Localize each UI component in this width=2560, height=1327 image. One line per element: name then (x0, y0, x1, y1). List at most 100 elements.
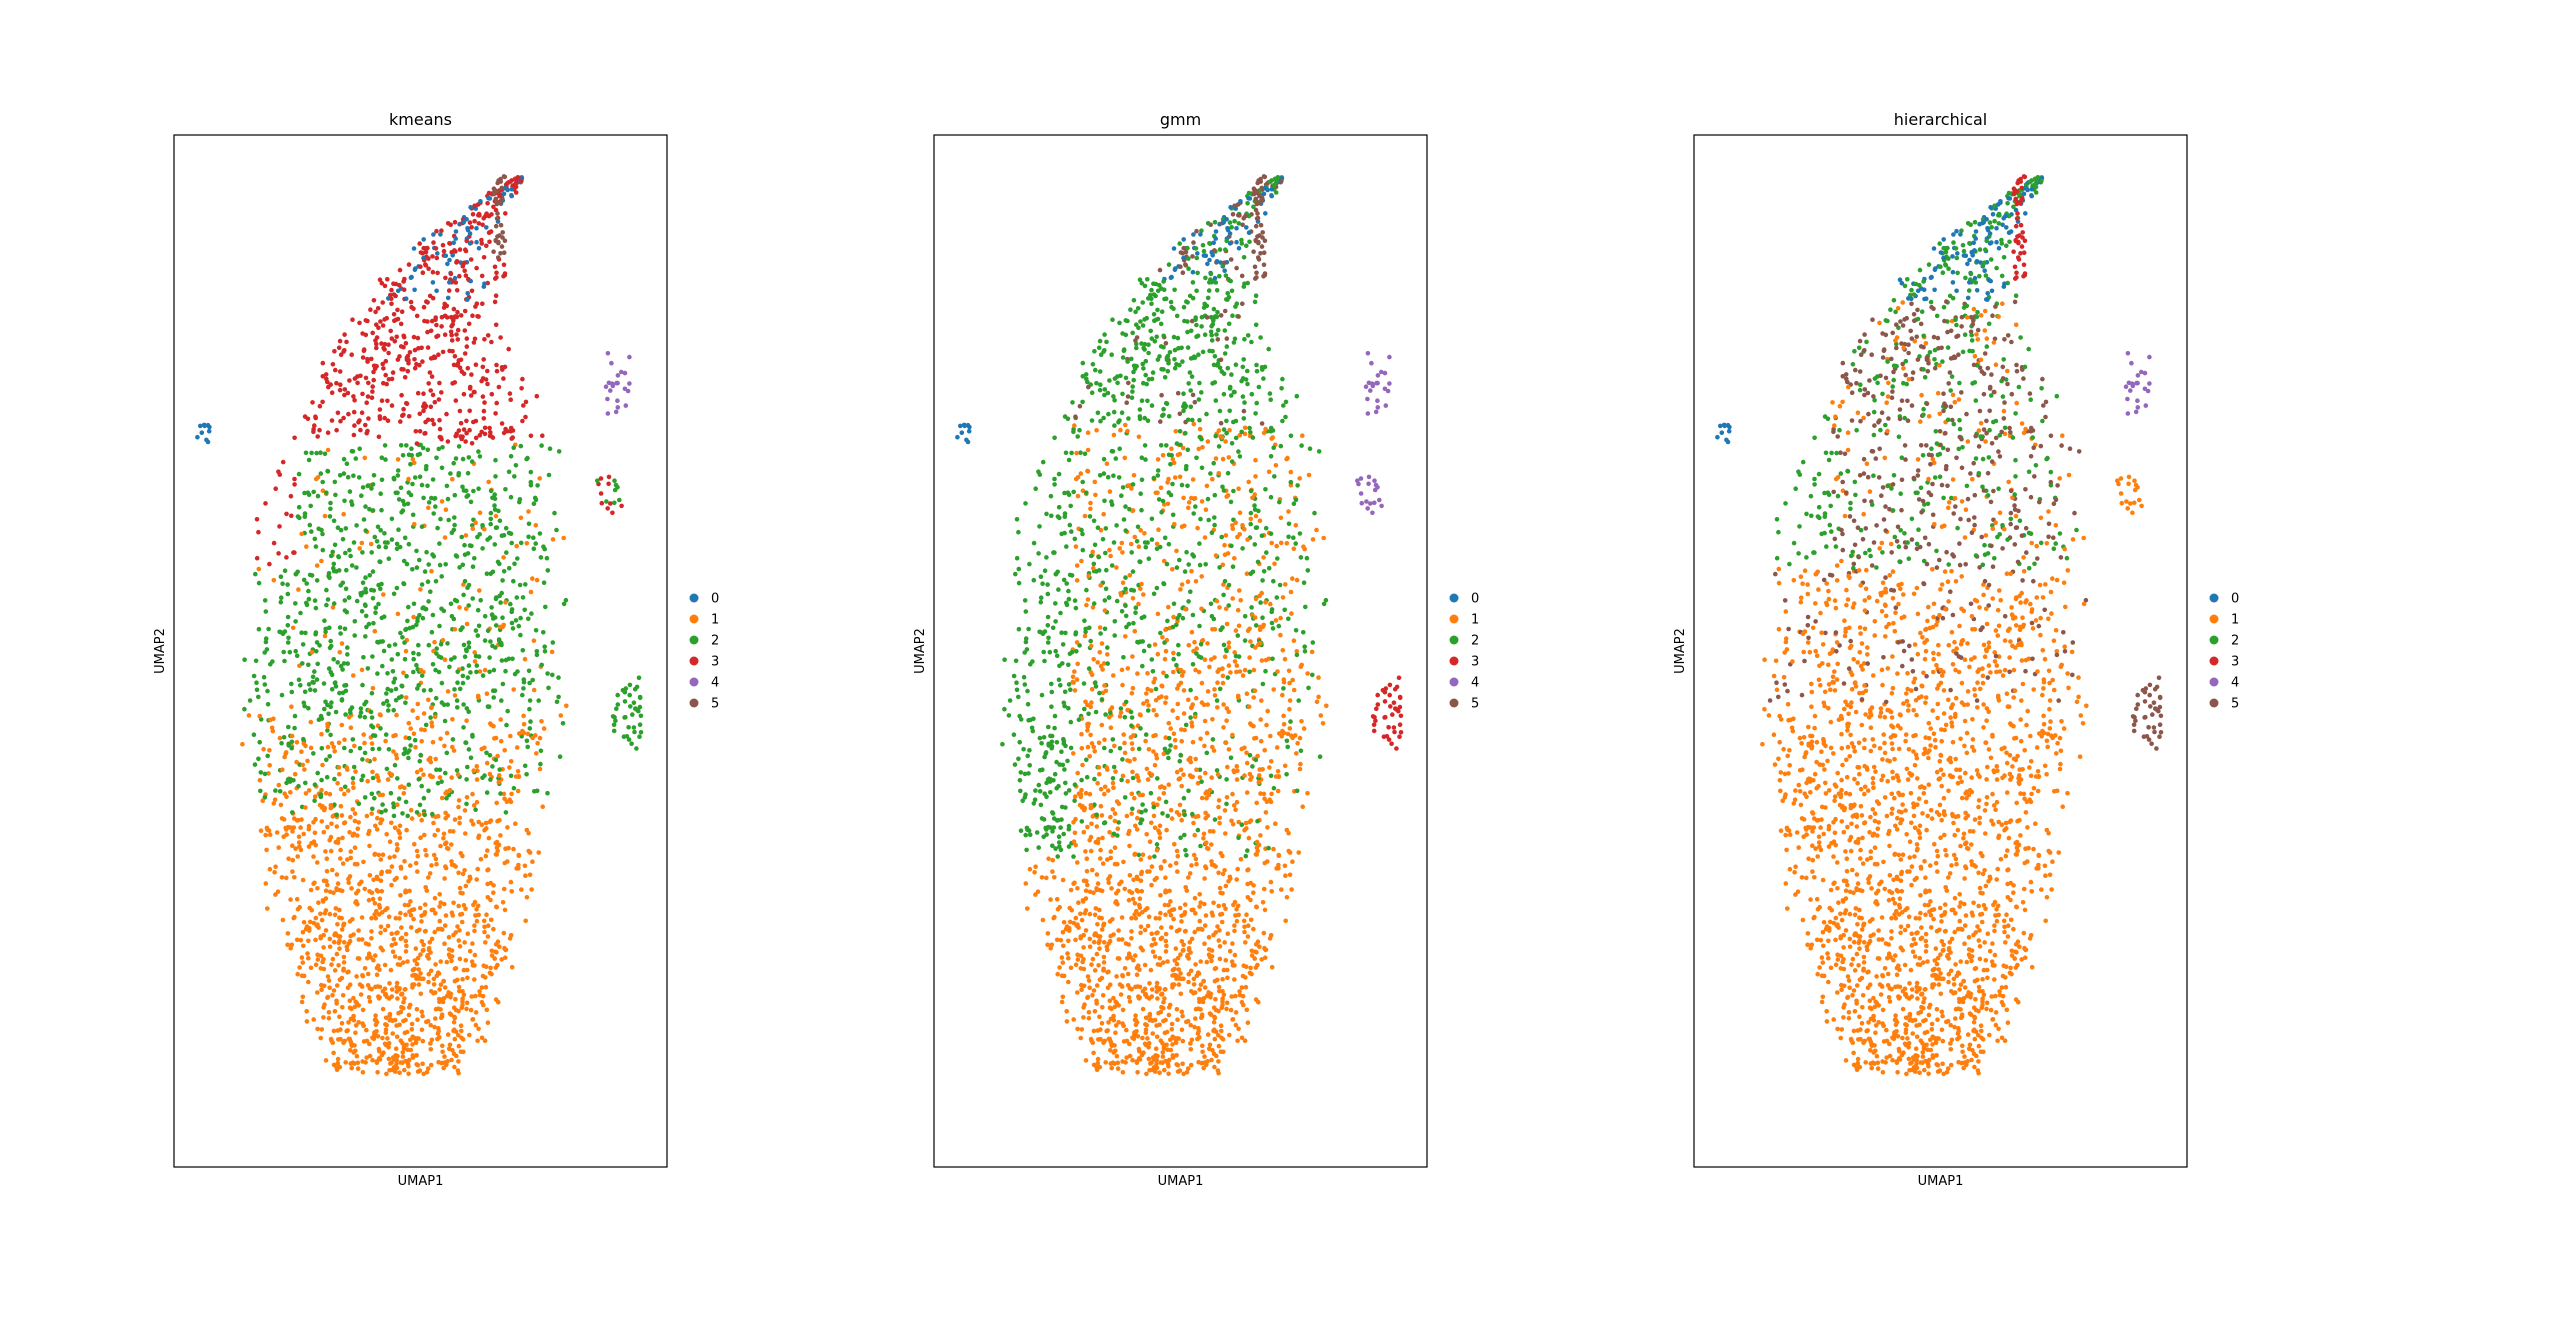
data-point (397, 835, 403, 841)
data-point (1088, 638, 1093, 644)
data-point (338, 382, 343, 388)
data-point (457, 815, 463, 821)
data-point (603, 384, 609, 390)
data-point (1236, 695, 1241, 700)
data-point (449, 842, 454, 847)
data-point (1226, 321, 1232, 327)
data-point (383, 732, 389, 737)
data-point (421, 255, 426, 261)
data-point (260, 798, 266, 804)
data-point (351, 432, 357, 438)
data-point (510, 656, 515, 662)
data-point (1216, 984, 1222, 990)
data-point (1129, 936, 1134, 941)
data-point (305, 490, 311, 496)
data-point (1125, 956, 1130, 961)
data-point (441, 996, 447, 1001)
data-point (519, 178, 524, 184)
data-point (486, 923, 491, 928)
data-point (315, 493, 321, 499)
data-point (365, 983, 371, 988)
data-point (366, 483, 371, 488)
data-point (1159, 784, 1164, 789)
data-point (356, 928, 361, 933)
data-point (1201, 836, 1206, 841)
data-point (530, 576, 535, 581)
data-point (458, 357, 464, 363)
data-point (1079, 558, 1084, 564)
data-point (418, 991, 424, 997)
data-point (1293, 523, 1299, 528)
data-point (1093, 492, 1098, 498)
data-point (271, 801, 277, 806)
data-point (418, 952, 423, 957)
data-point (1247, 669, 1252, 675)
data-point (1285, 744, 1290, 750)
data-point (460, 673, 466, 679)
data-point (1179, 1027, 1185, 1033)
data-point (1125, 666, 1131, 671)
data-point (424, 549, 429, 555)
data-point (339, 813, 345, 818)
data-point (306, 596, 312, 602)
data-point (462, 268, 468, 274)
data-point (1025, 702, 1031, 707)
data-point (372, 912, 377, 917)
data-point (1239, 237, 1244, 243)
data-point (1102, 387, 1108, 392)
data-point (1135, 1070, 1140, 1075)
data-point (323, 626, 329, 632)
data-point (301, 736, 306, 742)
data-point (479, 429, 485, 435)
data-point (408, 461, 413, 467)
data-point (422, 318, 427, 324)
data-point (433, 1016, 438, 1021)
data-point (1102, 626, 1108, 632)
data-point (450, 737, 456, 742)
data-point (1177, 557, 1182, 563)
data-point (406, 490, 412, 495)
data-point (1175, 853, 1181, 859)
data-point (1247, 239, 1252, 245)
data-point (384, 698, 390, 704)
data-point (1134, 972, 1140, 977)
data-point (1210, 737, 1216, 742)
legend-label: 3 (711, 655, 719, 670)
data-point (360, 355, 366, 360)
data-point (389, 820, 394, 826)
data-point (1123, 504, 1128, 509)
data-point (370, 1057, 375, 1063)
data-point (1142, 341, 1148, 347)
data-point (483, 213, 488, 219)
data-point (343, 1060, 349, 1065)
data-point (1052, 713, 1058, 719)
data-point (1216, 428, 1222, 433)
data-point (394, 842, 400, 847)
data-point (271, 540, 277, 546)
data-point (402, 746, 408, 752)
data-point (482, 773, 487, 778)
data-point (436, 1059, 441, 1065)
data-point (324, 774, 330, 780)
data-point (508, 733, 513, 739)
data-point (1094, 983, 1100, 988)
data-point (492, 736, 497, 741)
data-point (351, 764, 357, 770)
data-point (329, 672, 335, 678)
data-point (386, 914, 392, 920)
data-point (463, 958, 469, 963)
data-point (1201, 248, 1207, 254)
data-point (418, 587, 423, 592)
data-point (463, 247, 468, 252)
data-point (1115, 888, 1121, 894)
data-point (376, 601, 381, 607)
data-point (484, 790, 490, 795)
data-point (397, 1070, 402, 1075)
data-point (1119, 410, 1125, 416)
data-point (526, 830, 531, 836)
data-point (464, 1006, 469, 1012)
data-point (514, 745, 520, 750)
data-point (561, 535, 566, 541)
data-point (1276, 623, 1282, 629)
data-point (377, 792, 383, 798)
